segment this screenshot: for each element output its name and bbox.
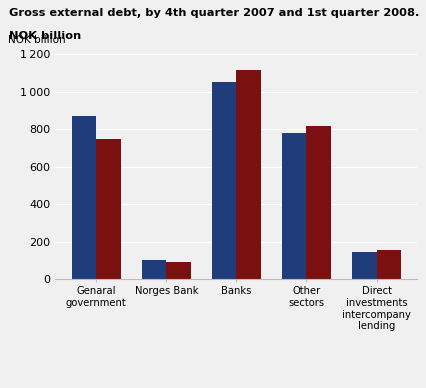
Bar <box>96 139 121 279</box>
Text: NOK billion: NOK billion <box>9 31 81 41</box>
Bar <box>352 252 377 279</box>
Bar <box>236 70 261 279</box>
Text: NOK billion: NOK billion <box>8 35 66 45</box>
Bar <box>167 262 191 279</box>
Bar <box>306 126 331 279</box>
Bar <box>212 83 236 279</box>
Bar <box>377 250 401 279</box>
Bar <box>142 260 167 279</box>
Bar <box>282 133 306 279</box>
Bar <box>72 116 96 279</box>
Text: Gross external debt, by 4th quarter 2007 and 1st quarter 2008.: Gross external debt, by 4th quarter 2007… <box>9 8 419 18</box>
